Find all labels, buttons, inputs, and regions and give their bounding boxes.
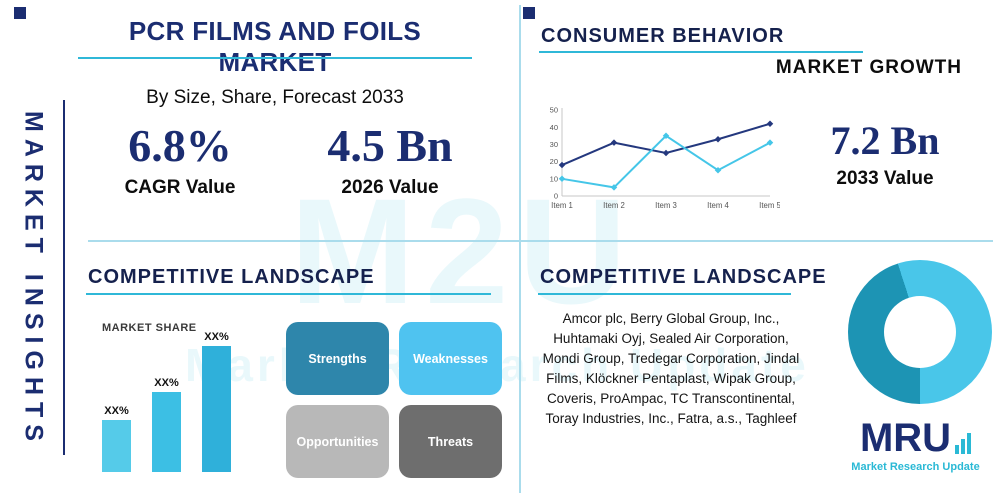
value-2026-label: 2026 Value bbox=[341, 176, 439, 198]
svg-text:50: 50 bbox=[550, 106, 558, 115]
horizontal-divider bbox=[88, 240, 993, 242]
svg-text:20: 20 bbox=[550, 157, 558, 166]
competitive-landscape-right-underline bbox=[538, 293, 791, 295]
svg-text:Item 5: Item 5 bbox=[759, 201, 780, 210]
bar-column: XX% bbox=[202, 331, 231, 472]
company-list: Amcor plc, Berry Global Group, Inc., Huh… bbox=[542, 311, 800, 426]
value-2026: 4.5 Bn bbox=[327, 120, 453, 171]
competitive-landscape-left-underline bbox=[86, 293, 491, 295]
brand-logo: MRU Market Research Update bbox=[838, 418, 993, 473]
svg-text:0: 0 bbox=[554, 192, 558, 201]
consumer-behavior-underline bbox=[539, 51, 863, 53]
logo-subtext: Market Research Update bbox=[851, 461, 980, 473]
page-title: PCR FILMS AND FOILS MARKET bbox=[128, 16, 422, 77]
competitive-landscape-right-heading: COMPETITIVE LANDSCAPE bbox=[540, 266, 827, 288]
bar-value-label: XX% bbox=[204, 331, 229, 343]
corner-accent-square bbox=[14, 7, 26, 19]
swot-grid: Strengths Weaknesses Opportunities Threa… bbox=[286, 322, 502, 478]
bar-value-label: XX% bbox=[154, 377, 179, 390]
consumer-behavior-heading: CONSUMER BEHAVIOR bbox=[541, 25, 785, 47]
svg-text:Item 2: Item 2 bbox=[603, 201, 625, 210]
logo-chart-icon bbox=[955, 433, 972, 458]
bar bbox=[152, 392, 181, 472]
value-2033-label: 2033 Value bbox=[836, 168, 934, 189]
value-2033-stat: 7.2 Bn 2033 Value bbox=[795, 118, 975, 190]
sidebar-accent-line bbox=[63, 100, 65, 455]
svg-text:30: 30 bbox=[550, 140, 558, 149]
market-share-label: MARKET SHARE bbox=[102, 322, 197, 334]
market-growth-line-chart: 0 10 20 30 40 50 Item 1 Item 2 Item 3 Item 4 Item … bbox=[550, 106, 780, 210]
vertical-divider bbox=[519, 5, 521, 493]
bar bbox=[102, 419, 131, 472]
svg-text:Item 1: Item 1 bbox=[551, 201, 573, 210]
bar-column: XX% bbox=[102, 404, 131, 472]
watermark-monogram: M2U bbox=[290, 167, 637, 335]
market-composition-donut-chart bbox=[848, 260, 992, 404]
cagr-stat: 6.8% CAGR Value bbox=[90, 120, 270, 199]
bar-value-label: XX% bbox=[104, 404, 129, 417]
value-2033: 7.2 Bn bbox=[830, 118, 940, 163]
bar-column: XX% bbox=[152, 377, 181, 472]
svg-text:Item 4: Item 4 bbox=[707, 201, 729, 210]
vertical-market-insights-label: MARKET INSIGHTS bbox=[19, 110, 48, 448]
center-accent-square bbox=[523, 7, 535, 19]
market-share-bar-chart: XX% XX% XX% bbox=[102, 331, 267, 472]
logo-monogram: MRU bbox=[859, 416, 952, 460]
swot-strengths: Strengths bbox=[286, 322, 389, 395]
page-subtitle: By Size, Share, Forecast 2033 bbox=[146, 87, 404, 108]
swot-opportunities: Opportunities bbox=[286, 405, 389, 478]
cagr-value: 6.8% bbox=[128, 120, 232, 171]
market-growth-heading: MARKET GROWTH bbox=[775, 57, 962, 78]
competitive-landscape-left-heading: COMPETITIVE LANDSCAPE bbox=[88, 266, 375, 288]
svg-text:Item 3: Item 3 bbox=[655, 201, 677, 210]
cagr-label: CAGR Value bbox=[124, 176, 236, 198]
bar bbox=[202, 346, 231, 472]
swot-threats: Threats bbox=[399, 405, 502, 478]
svg-text:40: 40 bbox=[550, 123, 558, 132]
title-underline bbox=[78, 57, 472, 59]
value-2026-stat: 4.5 Bn 2026 Value bbox=[300, 120, 480, 199]
svg-text:10: 10 bbox=[550, 174, 558, 183]
swot-weaknesses: Weaknesses bbox=[399, 322, 502, 395]
